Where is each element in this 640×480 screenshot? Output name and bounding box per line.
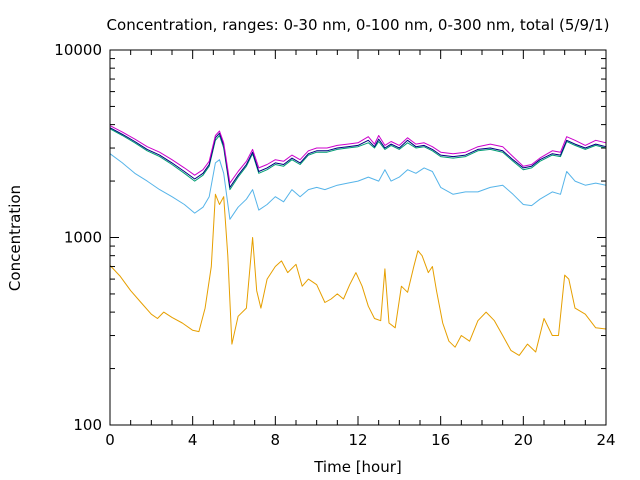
series-line-5 xyxy=(109,125,607,184)
x-axis-title: Time [hour] xyxy=(313,458,402,476)
y-tick-label: 100 xyxy=(73,416,102,434)
series-line-1 xyxy=(109,193,607,356)
axis-ticks: 0 4 8 12 16 20 24 100 1000 10000 xyxy=(54,41,615,449)
series-line-3 xyxy=(109,128,607,191)
series-group xyxy=(109,125,607,356)
x-tick-label: 16 xyxy=(431,431,450,449)
series-line-4 xyxy=(109,127,607,188)
x-tick-label: 12 xyxy=(348,431,367,449)
x-tick-label: 0 xyxy=(105,431,115,449)
y-axis-title: Concentration xyxy=(6,185,24,291)
x-tick-label: 24 xyxy=(596,431,615,449)
x-tick-label: 20 xyxy=(514,431,533,449)
chart-title: Concentration, ranges: 0-30 nm, 0-100 nm… xyxy=(107,16,610,34)
y-tick-label: 1000 xyxy=(64,229,102,247)
x-tick-label: 8 xyxy=(271,431,281,449)
y-tick-label: 10000 xyxy=(54,41,102,59)
x-tick-label: 4 xyxy=(188,431,198,449)
series-line-2 xyxy=(109,153,607,220)
plot-frame xyxy=(109,49,607,426)
